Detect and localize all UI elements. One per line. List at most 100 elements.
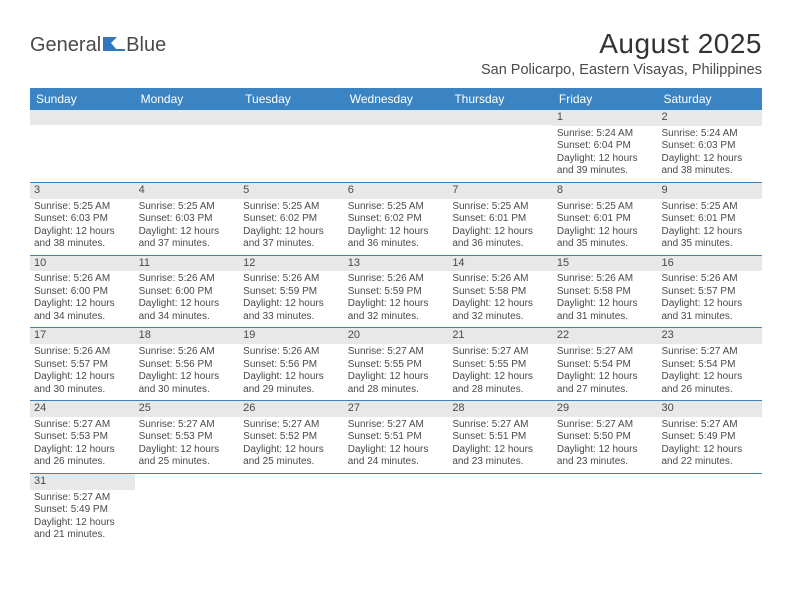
daylight-text: Daylight: 12 hours and 24 minutes. bbox=[348, 444, 445, 469]
daylight-text: Daylight: 12 hours and 32 minutes. bbox=[452, 298, 549, 323]
day-cell: 22Sunrise: 5:27 AMSunset: 5:54 PMDayligh… bbox=[553, 328, 658, 400]
sunset-text: Sunset: 5:55 PM bbox=[348, 359, 445, 372]
day-number bbox=[657, 474, 762, 489]
day-body: Sunrise: 5:26 AMSunset: 5:58 PMDaylight:… bbox=[553, 271, 658, 327]
week-row: 10Sunrise: 5:26 AMSunset: 6:00 PMDayligh… bbox=[30, 256, 762, 329]
day-cell bbox=[553, 474, 658, 546]
sunrise-text: Sunrise: 5:26 AM bbox=[243, 273, 340, 286]
sunrise-text: Sunrise: 5:26 AM bbox=[661, 273, 758, 286]
sunrise-text: Sunrise: 5:27 AM bbox=[348, 419, 445, 432]
day-body: Sunrise: 5:25 AMSunset: 6:02 PMDaylight:… bbox=[344, 199, 449, 255]
sunrise-text: Sunrise: 5:24 AM bbox=[661, 128, 758, 141]
daylight-text: Daylight: 12 hours and 36 minutes. bbox=[348, 226, 445, 251]
day-cell: 10Sunrise: 5:26 AMSunset: 6:00 PMDayligh… bbox=[30, 256, 135, 328]
day-number: 31 bbox=[30, 474, 135, 490]
day-cell: 19Sunrise: 5:26 AMSunset: 5:56 PMDayligh… bbox=[239, 328, 344, 400]
day-cell: 4Sunrise: 5:25 AMSunset: 6:03 PMDaylight… bbox=[135, 183, 240, 255]
day-number: 11 bbox=[135, 256, 240, 272]
calendar-page: General Blue August 2025 San Policarpo, … bbox=[0, 0, 792, 566]
day-cell bbox=[448, 110, 553, 182]
day-number: 27 bbox=[344, 401, 449, 417]
sunset-text: Sunset: 5:58 PM bbox=[557, 286, 654, 299]
day-body: Sunrise: 5:24 AMSunset: 6:03 PMDaylight:… bbox=[657, 126, 762, 182]
sunset-text: Sunset: 6:01 PM bbox=[452, 213, 549, 226]
location: San Policarpo, Eastern Visayas, Philippi… bbox=[481, 62, 762, 78]
sunset-text: Sunset: 6:02 PM bbox=[348, 213, 445, 226]
day-body: Sunrise: 5:27 AMSunset: 5:49 PMDaylight:… bbox=[657, 417, 762, 473]
daylight-text: Daylight: 12 hours and 37 minutes. bbox=[243, 226, 340, 251]
day-body: Sunrise: 5:26 AMSunset: 5:58 PMDaylight:… bbox=[448, 271, 553, 327]
weekday-sat: Saturday bbox=[657, 88, 762, 110]
day-number: 21 bbox=[448, 328, 553, 344]
day-cell: 13Sunrise: 5:26 AMSunset: 5:59 PMDayligh… bbox=[344, 256, 449, 328]
day-body: Sunrise: 5:26 AMSunset: 5:59 PMDaylight:… bbox=[344, 271, 449, 327]
sunset-text: Sunset: 5:51 PM bbox=[348, 431, 445, 444]
sunrise-text: Sunrise: 5:26 AM bbox=[139, 273, 236, 286]
day-body: Sunrise: 5:27 AMSunset: 5:55 PMDaylight:… bbox=[448, 344, 553, 400]
sunrise-text: Sunrise: 5:27 AM bbox=[661, 419, 758, 432]
day-cell: 16Sunrise: 5:26 AMSunset: 5:57 PMDayligh… bbox=[657, 256, 762, 328]
day-number: 16 bbox=[657, 256, 762, 272]
week-row: 3Sunrise: 5:25 AMSunset: 6:03 PMDaylight… bbox=[30, 183, 762, 256]
day-number: 18 bbox=[135, 328, 240, 344]
day-body: Sunrise: 5:27 AMSunset: 5:49 PMDaylight:… bbox=[30, 490, 135, 546]
logo: General Blue bbox=[30, 34, 166, 57]
title-block: August 2025 San Policarpo, Eastern Visay… bbox=[481, 28, 762, 78]
day-cell: 14Sunrise: 5:26 AMSunset: 5:58 PMDayligh… bbox=[448, 256, 553, 328]
day-number: 14 bbox=[448, 256, 553, 272]
sunrise-text: Sunrise: 5:27 AM bbox=[557, 346, 654, 359]
sunrise-text: Sunrise: 5:27 AM bbox=[661, 346, 758, 359]
sunrise-text: Sunrise: 5:25 AM bbox=[348, 201, 445, 214]
sunset-text: Sunset: 5:56 PM bbox=[139, 359, 236, 372]
day-cell: 27 Sunrise: 5:27 AMSunset: 5:51 PMDayligh… bbox=[344, 401, 449, 473]
sunset-text: Sunset: 5:53 PM bbox=[34, 431, 131, 444]
day-number: 12 bbox=[239, 256, 344, 272]
day-number bbox=[30, 110, 135, 125]
daylight-text: Daylight: 12 hours and 27 minutes. bbox=[557, 371, 654, 396]
sunset-text: Sunset: 6:00 PM bbox=[139, 286, 236, 299]
day-cell: 2Sunrise: 5:24 AMSunset: 6:03 PMDaylight… bbox=[657, 110, 762, 182]
day-body: Sunrise: 5:26 AMSunset: 5:56 PMDaylight:… bbox=[239, 344, 344, 400]
weekday-sun: Sunday bbox=[30, 88, 135, 110]
day-body: Sunrise: 5:25 AMSunset: 6:03 PMDaylight:… bbox=[135, 199, 240, 255]
day-number bbox=[135, 110, 240, 125]
day-number bbox=[135, 474, 240, 489]
flag-icon bbox=[103, 35, 125, 56]
sunset-text: Sunset: 5:52 PM bbox=[243, 431, 340, 444]
day-body: Sunrise: 5:27 AMSunset: 5:50 PMDaylight:… bbox=[553, 417, 658, 473]
daylight-text: Daylight: 12 hours and 22 minutes. bbox=[661, 444, 758, 469]
day-number: 13 bbox=[344, 256, 449, 272]
sunset-text: Sunset: 5:49 PM bbox=[661, 431, 758, 444]
weekday-header-row: Sunday Monday Tuesday Wednesday Thursday… bbox=[30, 88, 762, 110]
day-body: Sunrise: 5:25 AMSunset: 6:02 PMDaylight:… bbox=[239, 199, 344, 255]
daylight-text: Daylight: 12 hours and 30 minutes. bbox=[34, 371, 131, 396]
sunset-text: Sunset: 6:04 PM bbox=[557, 140, 654, 153]
day-body: Sunrise: 5:26 AMSunset: 5:57 PMDaylight:… bbox=[30, 344, 135, 400]
week-row: 17Sunrise: 5:26 AMSunset: 5:57 PMDayligh… bbox=[30, 328, 762, 401]
daylight-text: Daylight: 12 hours and 38 minutes. bbox=[34, 226, 131, 251]
sunrise-text: Sunrise: 5:27 AM bbox=[557, 419, 654, 432]
day-body: Sunrise: 5:26 AMSunset: 5:59 PMDaylight:… bbox=[239, 271, 344, 327]
day-number bbox=[553, 474, 658, 489]
daylight-text: Daylight: 12 hours and 35 minutes. bbox=[557, 226, 654, 251]
day-number bbox=[344, 110, 449, 125]
daylight-text: Daylight: 12 hours and 23 minutes. bbox=[452, 444, 549, 469]
day-cell: 3Sunrise: 5:25 AMSunset: 6:03 PMDaylight… bbox=[30, 183, 135, 255]
daylight-text: Daylight: 12 hours and 32 minutes. bbox=[348, 298, 445, 323]
day-cell: 26Sunrise: 5:27 AMSunset: 5:52 PMDayligh… bbox=[239, 401, 344, 473]
day-body: Sunrise: 5:26 AMSunset: 5:57 PMDaylight:… bbox=[657, 271, 762, 327]
sunrise-text: Sunrise: 5:24 AM bbox=[557, 128, 654, 141]
day-number: 8 bbox=[553, 183, 658, 199]
day-cell: 6Sunrise: 5:25 AMSunset: 6:02 PMDaylight… bbox=[344, 183, 449, 255]
day-cell: 12Sunrise: 5:26 AMSunset: 5:59 PMDayligh… bbox=[239, 256, 344, 328]
day-number: 10 bbox=[30, 256, 135, 272]
day-cell bbox=[344, 110, 449, 182]
daylight-text: Daylight: 12 hours and 34 minutes. bbox=[139, 298, 236, 323]
day-cell: 24Sunrise: 5:27 AMSunset: 5:53 PMDayligh… bbox=[30, 401, 135, 473]
sunset-text: Sunset: 5:58 PM bbox=[452, 286, 549, 299]
day-number: 20 bbox=[344, 328, 449, 344]
daylight-text: Daylight: 12 hours and 31 minutes. bbox=[557, 298, 654, 323]
sunset-text: Sunset: 5:57 PM bbox=[34, 359, 131, 372]
day-number: 6 bbox=[344, 183, 449, 199]
daylight-text: Daylight: 12 hours and 35 minutes. bbox=[661, 226, 758, 251]
